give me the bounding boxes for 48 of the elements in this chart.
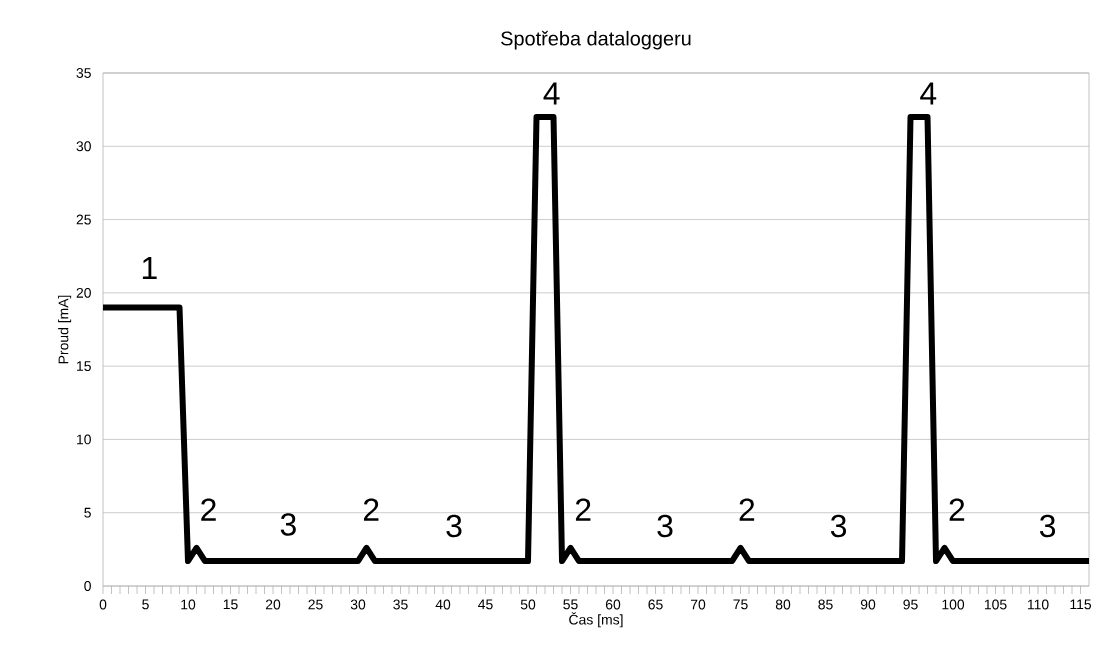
x-tick-label: 70 xyxy=(690,599,706,610)
y-tick-label: 10 xyxy=(77,434,91,445)
x-tick-label: 0 xyxy=(99,599,107,610)
annotation: 2 xyxy=(363,498,379,521)
x-tick-label: 10 xyxy=(181,599,196,610)
annotation: 2 xyxy=(739,498,755,521)
y-tick-label: 30 xyxy=(76,141,91,152)
annotation: 2 xyxy=(575,498,591,521)
y-tick-label: 15 xyxy=(77,361,91,372)
y-tick-label: 25 xyxy=(76,214,91,225)
x-tick-label: 20 xyxy=(265,599,281,610)
y-axis-title: Proud [mA] xyxy=(58,295,72,364)
chart-title: Spotřeba dataloggeru xyxy=(501,30,691,50)
y-tick-label: 20 xyxy=(76,287,91,298)
y-tick-label: 35 xyxy=(76,68,91,78)
x-tick-label: 95 xyxy=(903,599,918,610)
annotation: 3 xyxy=(446,514,462,538)
annotation: 3 xyxy=(280,513,296,536)
annotation: 4 xyxy=(920,82,937,105)
x-tick-label: 55 xyxy=(563,599,578,610)
x-tick-label: 110 xyxy=(1027,599,1049,610)
x-tick-label: 115 xyxy=(1070,599,1092,610)
annotation: 3 xyxy=(1039,514,1056,538)
x-tick-label: 25 xyxy=(308,599,323,610)
y-tick-label: 0 xyxy=(84,581,91,591)
annotation: 2 xyxy=(949,498,965,521)
annotation: 3 xyxy=(830,514,847,538)
y-tick-label: 5 xyxy=(84,507,91,518)
x-tick-label: 90 xyxy=(860,599,876,610)
x-tick-label: 85 xyxy=(818,599,833,610)
x-tick-label: 60 xyxy=(605,599,621,610)
annotation: 3 xyxy=(657,514,673,538)
annotation: 1 xyxy=(142,256,157,279)
x-tick-label: 100 xyxy=(942,599,965,610)
x-tick-label: 45 xyxy=(478,599,493,610)
x-tick-label: 50 xyxy=(520,599,536,610)
x-tick-label: 65 xyxy=(648,599,663,610)
x-tick-label: 40 xyxy=(435,599,451,610)
annotation: 2 xyxy=(201,498,216,521)
x-tick-label: 105 xyxy=(984,599,1007,610)
x-axis-title: Čas [ms] xyxy=(569,612,623,628)
annotation: 4 xyxy=(543,82,560,105)
x-tick-label: 35 xyxy=(393,599,408,610)
x-tick-label: 15 xyxy=(223,599,238,610)
x-tick-label: 75 xyxy=(733,599,748,610)
x-tick-label: 80 xyxy=(775,599,791,610)
x-tick-label: 30 xyxy=(350,599,366,610)
x-tick-label: 5 xyxy=(142,599,149,610)
